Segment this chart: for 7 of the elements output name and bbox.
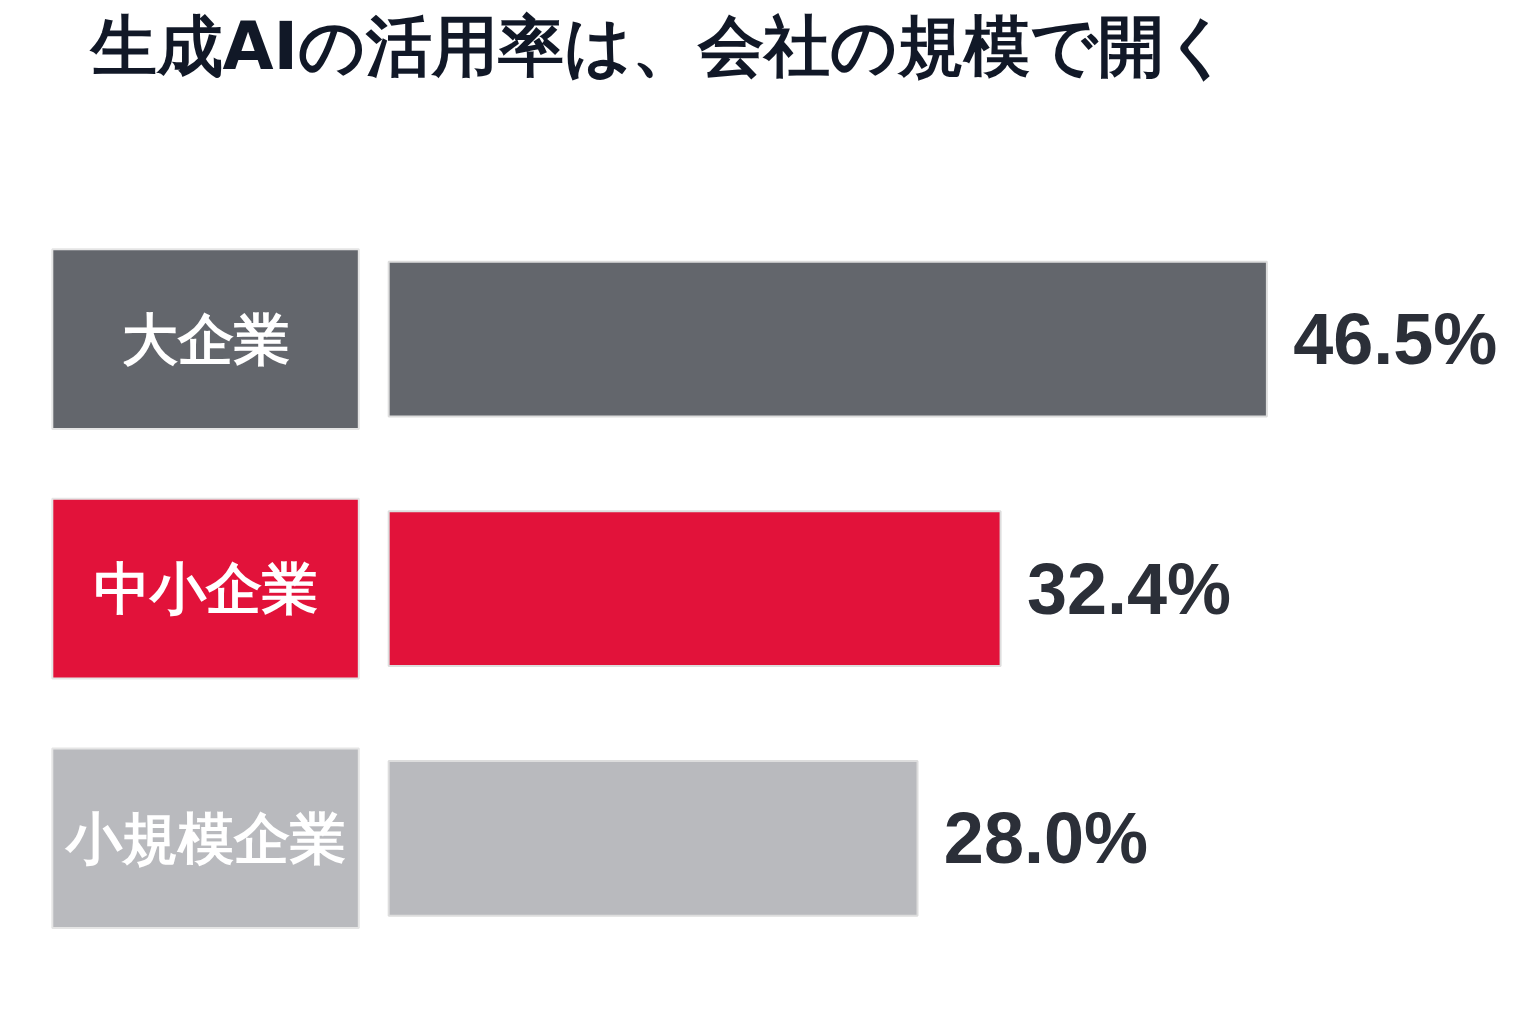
y-tick-label: 中小企業 xyxy=(93,556,318,622)
data-label: 46.5% xyxy=(1293,299,1498,380)
data-label: 32.4% xyxy=(1026,548,1232,629)
y-tick-label: 小規模企業 xyxy=(63,805,346,871)
data-label: 28.0% xyxy=(943,798,1148,879)
chart-title: 生成AIの活用率は、会社の規模で開く xyxy=(88,7,1233,85)
y-tick-label: 大企業 xyxy=(121,306,290,372)
